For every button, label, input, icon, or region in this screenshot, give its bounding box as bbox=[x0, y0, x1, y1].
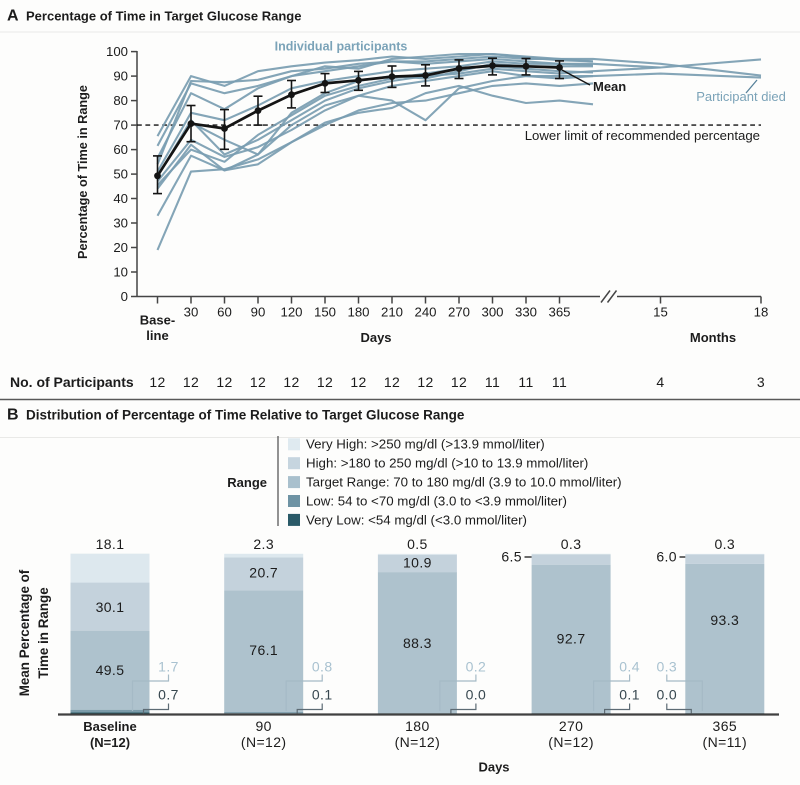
svg-text:Lower limit of recommended per: Lower limit of recommended percentage bbox=[525, 128, 760, 143]
svg-text:90: 90 bbox=[113, 69, 128, 84]
svg-text:Target Range: 70 to 180 mg/dl: Target Range: 70 to 180 mg/dl (3.9 to 10… bbox=[306, 475, 622, 490]
svg-text:76.1: 76.1 bbox=[249, 642, 278, 658]
svg-text:4: 4 bbox=[656, 374, 664, 390]
svg-text:(N=12): (N=12) bbox=[241, 734, 287, 750]
svg-text:0.4: 0.4 bbox=[619, 659, 640, 675]
svg-text:100: 100 bbox=[106, 44, 128, 59]
svg-text:1.7: 1.7 bbox=[158, 659, 179, 675]
svg-text:0.8: 0.8 bbox=[312, 659, 333, 675]
svg-text:12: 12 bbox=[417, 374, 433, 390]
svg-text:30.1: 30.1 bbox=[96, 599, 125, 615]
svg-text:0.3: 0.3 bbox=[656, 659, 677, 675]
svg-text:18.1: 18.1 bbox=[96, 536, 125, 552]
svg-text:150: 150 bbox=[314, 305, 336, 320]
svg-text:30: 30 bbox=[113, 216, 128, 231]
svg-text:No. of Participants: No. of Participants bbox=[10, 374, 134, 390]
svg-text:0.1: 0.1 bbox=[312, 687, 333, 703]
svg-text:180: 180 bbox=[347, 305, 369, 320]
svg-text:12: 12 bbox=[149, 374, 165, 390]
svg-text:11: 11 bbox=[485, 374, 500, 390]
svg-text:Distribution of Percentage of: Distribution of Percentage of Time Relat… bbox=[26, 408, 465, 423]
svg-text:90: 90 bbox=[251, 305, 266, 320]
svg-text:12: 12 bbox=[250, 374, 266, 390]
svg-text:Baseline: Baseline bbox=[83, 719, 136, 734]
svg-text:High: >180 to 250 mg/dl (>10 t: High: >180 to 250 mg/dl (>10 to 13.9 mmo… bbox=[306, 456, 588, 471]
svg-text:Mean Percentage of: Mean Percentage of bbox=[17, 569, 32, 696]
svg-text:(N=12): (N=12) bbox=[90, 735, 130, 750]
svg-text:50: 50 bbox=[113, 167, 128, 182]
svg-text:Months: Months bbox=[690, 330, 736, 345]
svg-text:12: 12 bbox=[283, 374, 299, 390]
svg-text:A: A bbox=[7, 8, 19, 25]
svg-text:0.3: 0.3 bbox=[714, 536, 735, 552]
svg-text:49.5: 49.5 bbox=[96, 662, 125, 678]
svg-text:Mean: Mean bbox=[593, 79, 626, 94]
svg-text:line: line bbox=[146, 328, 168, 343]
svg-text:3: 3 bbox=[757, 374, 765, 390]
svg-text:Percentage of Time in Target G: Percentage of Time in Target Glucose Ran… bbox=[26, 9, 301, 24]
svg-text:365: 365 bbox=[713, 718, 738, 734]
svg-text:Time in Range: Time in Range bbox=[36, 587, 51, 678]
svg-text:0.7: 0.7 bbox=[158, 687, 179, 703]
svg-text:6.0: 6.0 bbox=[656, 549, 677, 565]
svg-text:0.0: 0.0 bbox=[466, 687, 487, 703]
svg-text:12: 12 bbox=[451, 374, 467, 390]
svg-text:Base-: Base- bbox=[140, 313, 175, 328]
svg-text:(N=11): (N=11) bbox=[703, 734, 748, 750]
svg-text:11: 11 bbox=[552, 374, 567, 390]
svg-text:10: 10 bbox=[113, 265, 128, 280]
svg-text:12: 12 bbox=[350, 374, 366, 390]
svg-text:12: 12 bbox=[317, 374, 333, 390]
svg-text:90: 90 bbox=[256, 718, 272, 734]
svg-text:6.5: 6.5 bbox=[501, 549, 522, 565]
svg-text:0.1: 0.1 bbox=[619, 687, 640, 703]
svg-text:20: 20 bbox=[113, 240, 128, 255]
svg-text:12: 12 bbox=[384, 374, 400, 390]
svg-text:Percentage of Time in Range: Percentage of Time in Range bbox=[76, 85, 90, 259]
svg-text:B: B bbox=[7, 407, 19, 424]
svg-text:365: 365 bbox=[548, 305, 570, 320]
svg-text:Days: Days bbox=[360, 330, 391, 345]
svg-text:Individual participants: Individual participants bbox=[275, 40, 408, 54]
svg-text:(N=12): (N=12) bbox=[395, 734, 441, 750]
svg-text:20.7: 20.7 bbox=[249, 565, 278, 581]
svg-text:0.0: 0.0 bbox=[656, 687, 677, 703]
svg-text:Very Low: <54 mg/dl (<3.0 mmol: Very Low: <54 mg/dl (<3.0 mmol/liter) bbox=[306, 512, 527, 527]
svg-text:88.3: 88.3 bbox=[403, 635, 432, 651]
svg-text:270: 270 bbox=[559, 718, 584, 734]
svg-text:0: 0 bbox=[121, 289, 128, 304]
svg-text:70: 70 bbox=[113, 118, 128, 133]
svg-text:12: 12 bbox=[216, 374, 232, 390]
svg-text:15: 15 bbox=[653, 305, 668, 320]
svg-text:10.9: 10.9 bbox=[403, 555, 432, 571]
svg-text:240: 240 bbox=[414, 305, 436, 320]
svg-text:11: 11 bbox=[518, 374, 533, 390]
svg-text:180: 180 bbox=[405, 718, 430, 734]
svg-text:Range: Range bbox=[227, 475, 267, 490]
svg-text:12: 12 bbox=[183, 374, 199, 390]
svg-text:0.3: 0.3 bbox=[561, 536, 582, 552]
svg-text:92.7: 92.7 bbox=[557, 631, 586, 647]
svg-text:300: 300 bbox=[481, 305, 503, 320]
svg-text:18: 18 bbox=[754, 305, 769, 320]
svg-text:330: 330 bbox=[515, 305, 537, 320]
svg-text:93.3: 93.3 bbox=[710, 612, 739, 628]
svg-text:Days: Days bbox=[478, 760, 509, 775]
svg-text:2.3: 2.3 bbox=[253, 536, 274, 552]
svg-text:60: 60 bbox=[217, 305, 232, 320]
svg-text:80: 80 bbox=[113, 93, 128, 108]
svg-text:210: 210 bbox=[381, 305, 403, 320]
svg-text:40: 40 bbox=[113, 191, 128, 206]
svg-text:30: 30 bbox=[184, 305, 199, 320]
svg-text:120: 120 bbox=[280, 305, 302, 320]
svg-text:Very High: >250 mg/dl (>13.9 m: Very High: >250 mg/dl (>13.9 mmol/liter) bbox=[306, 437, 545, 452]
svg-text:60: 60 bbox=[113, 142, 128, 157]
svg-text:270: 270 bbox=[448, 305, 470, 320]
svg-text:Low: 54 to <70 mg/dl (3.0 to <: Low: 54 to <70 mg/dl (3.0 to <3.9 mmol/l… bbox=[306, 493, 567, 508]
svg-text:Participant died: Participant died bbox=[696, 89, 786, 104]
svg-text:0.5: 0.5 bbox=[407, 536, 428, 552]
svg-text:(N=12): (N=12) bbox=[548, 734, 594, 750]
svg-text:0.2: 0.2 bbox=[466, 659, 487, 675]
